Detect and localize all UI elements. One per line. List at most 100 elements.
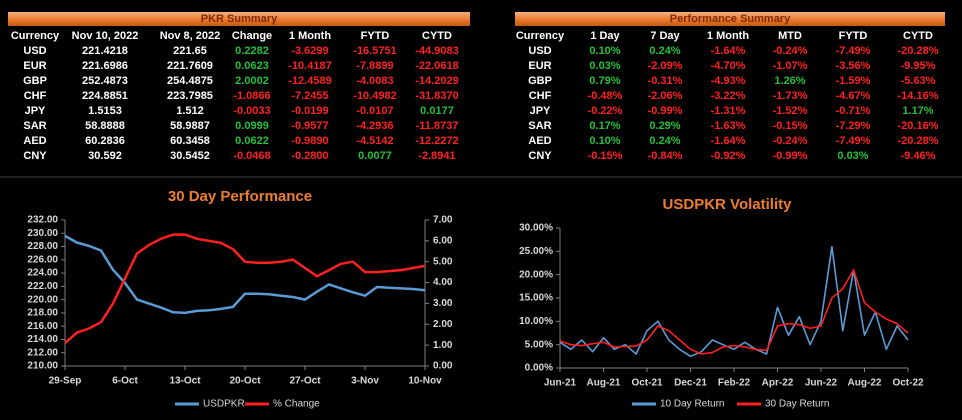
table-cell: -4.2936 [356,120,393,132]
table-cell: -7.49% [836,135,871,147]
table-title: PKR Summary [201,13,278,25]
x-tick-label: Apr-22 [762,378,794,389]
table-cell: -2.09% [648,60,683,72]
table-cell: -16.5751 [353,45,396,57]
table-cell: 0.0623 [235,60,269,72]
table-cell: 254.4875 [167,75,213,87]
table-cell: 0.03% [589,60,620,72]
y-tick-label: 232.00 [27,215,58,226]
table-cell: CHF [529,90,552,102]
table-cell: -3.56% [836,60,871,72]
table-cell: USD [528,45,551,57]
table-cell: -0.99% [648,105,683,117]
table-cell: -44.9083 [415,45,458,57]
table-cell: -12.2272 [415,135,458,147]
table-cell: -4.93% [711,75,746,87]
table-cell: -1.52% [773,105,808,117]
y-tick-label: 15.00% [519,293,553,304]
table-cell: 221.7609 [167,60,213,72]
y-tick-label: 30.00% [519,223,553,234]
table-cell: 252.4873 [82,75,128,87]
table-cell: JPY [25,105,46,117]
y2-tick-label: 7.00 [433,215,453,226]
y-tick-label: 220.00 [27,294,58,305]
table-cell: -5.63% [901,75,936,87]
table-cell: CNY [23,150,47,162]
table-cell: 0.2282 [235,45,269,57]
table-cell: CNY [528,150,552,162]
table-cell: EUR [528,60,551,72]
table-cell: 223.7985 [167,90,213,102]
y2-tick-label: 0.00 [433,361,453,372]
table-cell: 2.0002 [235,75,269,87]
table-cell: -31.8370 [415,90,458,102]
column-header: 1 Month [707,30,749,42]
table-cell: 0.79% [589,75,620,87]
table-cell: GBP [528,75,552,87]
table-cell: SAR [23,120,46,132]
x-tick-label: Oct-21 [631,378,663,389]
table-cell: -7.8899 [356,60,393,72]
column-header: Currency [11,30,60,42]
table-cell: 60.2836 [85,135,125,147]
table-cell: -4.5142 [356,135,393,147]
y2-tick-label: 2.00 [433,319,453,330]
table-cell: 0.0077 [358,150,392,162]
chart-title: 30 Day Performance [168,188,312,205]
x-tick-label: Oct-22 [892,378,924,389]
table-cell: 221.4218 [82,45,128,57]
table-cell: -3.22% [711,90,746,102]
table-cell: -1.07% [773,60,808,72]
table-cell: -11.8737 [416,120,459,132]
x-tick-label: Dec-21 [674,378,707,389]
table-cell: 0.24% [649,45,680,57]
table-cell: -1.63% [711,120,746,132]
table-cell: 0.24% [649,135,680,147]
table-cell: -1.31% [711,105,746,117]
table-cell: -4.0083 [356,75,393,87]
series-line [559,269,909,355]
y-tick-label: 5.00% [525,339,553,350]
table-cell: -0.2800 [291,150,328,162]
table-cell: -0.0468 [233,150,270,162]
table-cell: -1.59% [836,75,871,87]
series-line [64,234,426,315]
table-cell: -9.95% [901,60,936,72]
y-tick-label: 216.00 [27,321,58,332]
table-cell: -7.49% [836,45,871,57]
column-header: 7 Day [650,30,680,42]
x-tick-label: Jun-22 [805,378,838,389]
y-tick-label: 218.00 [27,308,58,319]
column-header: FYTD [839,30,868,42]
table-cell: 0.0999 [235,120,269,132]
column-header: Nov 10, 2022 [72,30,139,42]
y-tick-label: 226.00 [27,254,58,265]
x-tick-label: 10-Nov [408,376,442,387]
table-cell: -4.67% [836,90,871,102]
column-header: Nov 8, 2022 [160,30,221,42]
table-cell: -14.16% [898,90,939,102]
table-cell: 1.5153 [88,105,122,117]
table-cell: -0.15% [773,120,808,132]
table-cell: EUR [23,60,46,72]
table-cell: -0.9577 [291,120,328,132]
table-cell: -0.24% [773,135,808,147]
banner [515,12,945,26]
table-cell: -0.92% [711,150,746,162]
column-header: 1 Month [289,30,331,42]
table-cell: -3.6299 [291,45,328,57]
table-cell: -20.28% [898,135,939,147]
y-tick-label: 224.00 [27,268,58,279]
table-cell: -0.0107 [356,105,393,117]
table-cell: 0.17% [589,120,620,132]
legend-label: 30 Day Return [765,399,829,410]
table-cell: 1.512 [176,105,204,117]
column-header: Change [232,30,272,42]
table-cell: SAR [528,120,551,132]
column-header: FYTD [361,30,390,42]
x-tick-label: Jun-21 [544,378,577,389]
table-cell: 30.5452 [170,150,210,162]
table-cell: 0.03% [837,150,868,162]
